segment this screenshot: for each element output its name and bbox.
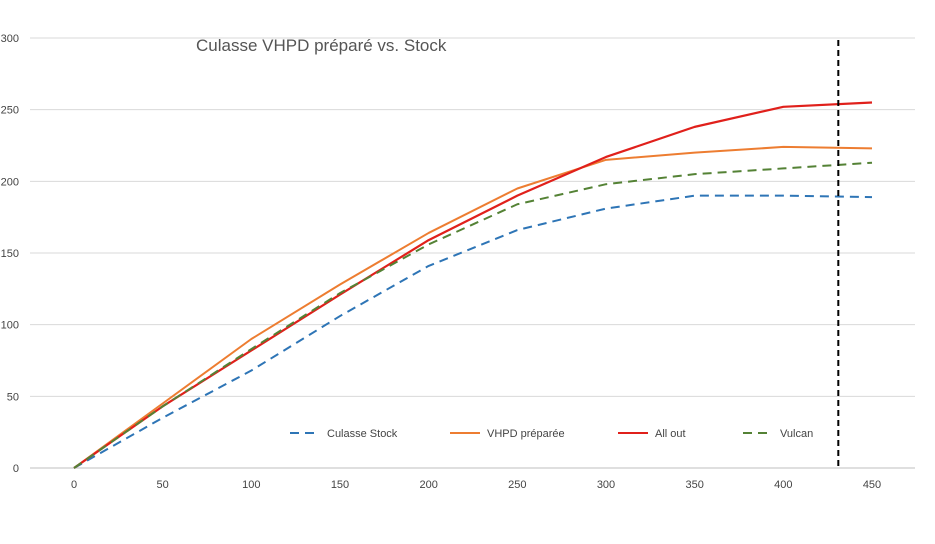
legend-label: Culasse Stock [327,428,398,440]
series-lines [73,101,873,469]
x-tick-label: 200 [419,479,437,491]
x-axis-tick-labels: 0 50 100 150 200 250 300 350 400 450 [71,479,881,491]
x-tick-label: 250 [508,479,526,491]
series-line-3 [73,161,873,469]
y-tick-label: 50 [7,391,19,403]
legend-label: All out [655,428,686,440]
y-tick-label: 150 [1,248,19,260]
series-line-1 [73,145,873,469]
y-tick-label: 0 [13,463,19,475]
series-line-0 [73,194,873,469]
x-tick-label: 0 [71,479,77,491]
x-tick-label: 300 [597,479,615,491]
x-tick-label: 100 [242,479,260,491]
legend-label: Vulcan [780,428,813,440]
y-tick-label: 250 [1,105,19,117]
y-tick-label: 300 [1,33,19,45]
y-axis-tick-labels: 0 50 100 150 200 250 300 [1,33,19,475]
chart-title: Culasse VHPD préparé vs. Stock [196,36,447,55]
legend-label: VHPD préparée [487,428,565,440]
y-tick-label: 200 [1,176,19,188]
x-tick-label: 350 [685,479,703,491]
series-line-2 [73,101,873,469]
x-tick-label: 150 [331,479,349,491]
legend: Culasse Stock VHPD préparée All out Vulcan [290,428,813,440]
y-tick-label: 100 [1,320,19,332]
x-tick-label: 400 [774,479,792,491]
x-tick-label: 50 [157,479,169,491]
x-tick-label: 450 [863,479,881,491]
